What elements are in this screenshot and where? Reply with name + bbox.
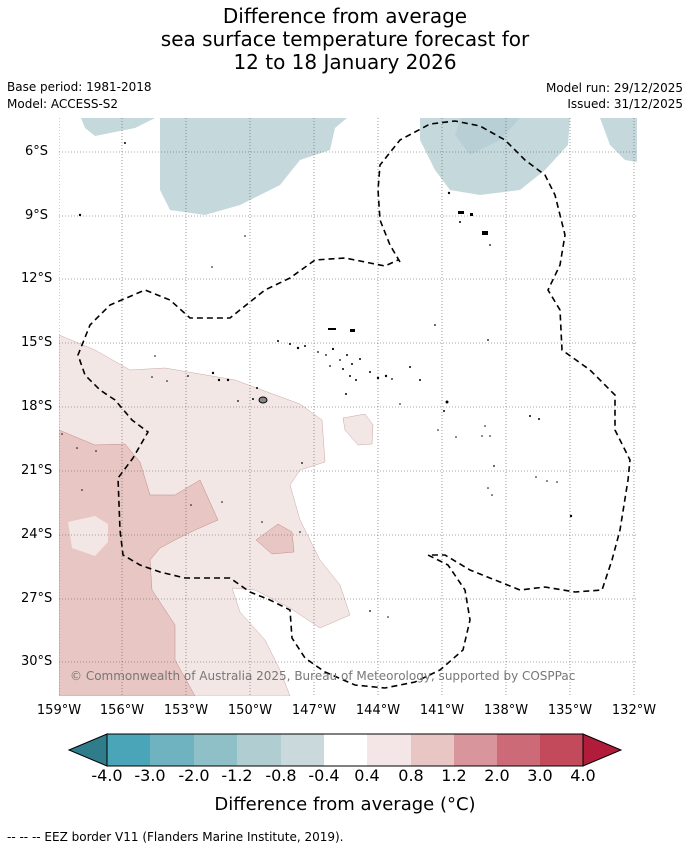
lon-label: 141°W: [419, 703, 465, 718]
colorbar-segment: [237, 734, 281, 766]
copyright-notice: © Commonwealth of Australia 2025, Bureau…: [70, 669, 576, 683]
lat-label: 30°S: [21, 654, 53, 669]
colorbar-segment: [540, 734, 583, 766]
lon-label: 147°W: [291, 703, 337, 718]
title-line-2: sea surface temperature forecast for: [160, 27, 530, 51]
colorbar: [67, 733, 623, 767]
colorbar-segment: [454, 734, 497, 766]
colorbar-segment: [497, 734, 540, 766]
lat-label: 15°S: [21, 335, 53, 350]
colorbar-tick: 4.0: [570, 766, 596, 785]
island-group: [61, 142, 573, 618]
issued-date: Issued: 31/12/2025: [567, 97, 683, 111]
lon-label: 144°W: [355, 703, 401, 718]
warm-anomaly-region-light-inset: [68, 516, 108, 556]
eez-legend: -- -- -- EEZ border V11 (Flanders Marine…: [7, 830, 344, 844]
lon-label: 132°W: [611, 703, 657, 718]
title-line-3: 12 to 18 January 2026: [233, 50, 457, 74]
colorbar-segment: [107, 734, 150, 766]
colorbar-tick: 2.0: [484, 766, 510, 785]
lat-label: 21°S: [21, 463, 53, 478]
lat-label: 24°S: [21, 527, 53, 542]
colorbar-segment: [281, 734, 324, 766]
cool-anomaly-region: [455, 118, 520, 155]
lat-label: 27°S: [21, 591, 53, 606]
colorbar-tick: -3.0: [134, 766, 166, 785]
title-line-1: Difference from average: [222, 4, 468, 28]
cool-anomaly-region: [160, 118, 347, 215]
colorbar-tick: 0.4: [354, 766, 380, 785]
colorbar-label: Difference from average (°C): [214, 794, 476, 815]
colorbar-tick: -1.2: [221, 766, 253, 785]
colorbar-segment: [194, 734, 237, 766]
lat-label: 6°S: [25, 144, 49, 159]
lon-label: 159°W: [36, 703, 82, 718]
lon-label: 135°W: [547, 703, 593, 718]
lat-label: 9°S: [25, 208, 49, 223]
colorbar-segment: [150, 734, 194, 766]
colorbar-tick: -4.0: [91, 766, 123, 785]
colorbar-segment: [324, 734, 367, 766]
model-name: Model: ACCESS-S2: [7, 97, 119, 111]
colorbar-tick: 0.8: [398, 766, 424, 785]
warm-anomaly-region: [342, 413, 374, 446]
colorbar-tick: -2.0: [178, 766, 210, 785]
colorbar-segment: [367, 734, 411, 766]
lon-label: 153°W: [163, 703, 209, 718]
colorbar-extend-low: [67, 733, 108, 767]
colorbar-tick: 3.0: [527, 766, 553, 785]
colorbar-extend-high: [582, 733, 623, 767]
lon-label: 138°W: [483, 703, 529, 718]
colorbar-segment: [411, 734, 454, 766]
base-period: Base period: 1981-2018: [7, 80, 152, 94]
island-tahiti: [258, 396, 268, 404]
lat-label: 12°S: [21, 271, 53, 286]
eez-border: [77, 120, 631, 689]
colorbar-tick: -0.8: [265, 766, 297, 785]
lat-label: 18°S: [21, 399, 53, 414]
cool-anomaly-region: [600, 118, 637, 162]
colorbar-tick: -0.4: [308, 766, 340, 785]
lon-label: 150°W: [227, 703, 273, 718]
cool-anomaly-region: [81, 118, 155, 136]
warm-anomaly-region-strong: [255, 523, 295, 555]
colorbar-tick: 1.2: [441, 766, 467, 785]
lon-label: 156°W: [99, 703, 145, 718]
model-run: Model run: 29/12/2025: [545, 81, 683, 95]
